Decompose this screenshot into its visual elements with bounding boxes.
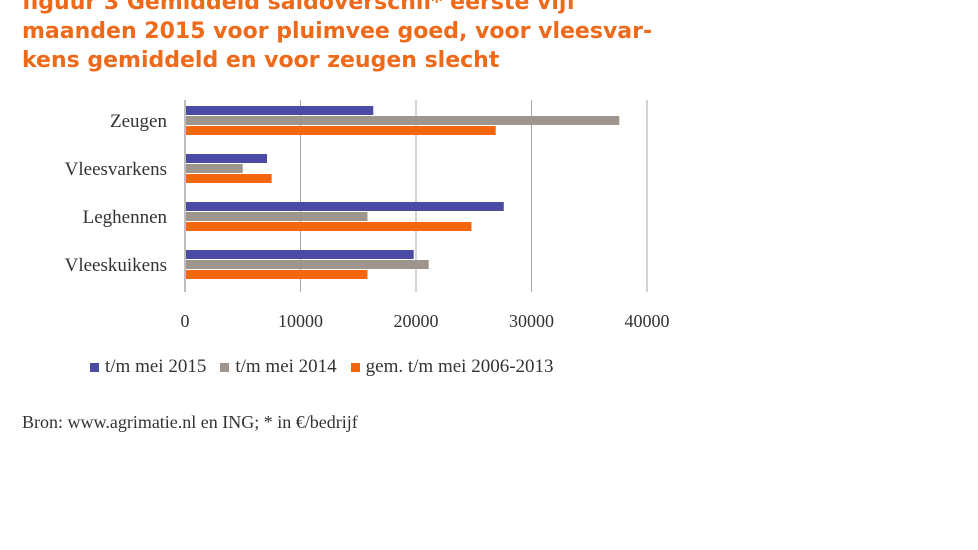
bar-vleeskuikens-0 <box>186 250 414 259</box>
legend-swatch-2014 <box>220 362 230 372</box>
category-label-vleeskuikens: Vleeskuikens <box>65 255 167 276</box>
bar-vleeskuikens-2 <box>186 270 368 279</box>
legend: t/m mei 2015 t/m mei 2014 gem. t/m mei 2… <box>90 356 568 378</box>
x-tick-label-4: 40000 <box>625 311 670 331</box>
chart-title: figuur 3 Gemiddeld saldoverschil* eerste… <box>22 0 722 75</box>
category-label-zeugen: Zeugen <box>110 111 167 132</box>
bar-vleesvarkens-2 <box>186 174 272 183</box>
bar-leghennen-1 <box>186 212 368 221</box>
legend-item-2014: t/m mei 2014 <box>220 356 337 378</box>
category-label-vleesvarkens: Vleesvarkens <box>65 159 167 180</box>
legend-swatch-avg <box>350 362 360 372</box>
category-label-leghennen: Leghennen <box>83 207 168 228</box>
bar-zeugen-0 <box>186 106 374 115</box>
x-tick-label-2: 20000 <box>394 311 439 331</box>
x-tick-label-0: 0 <box>181 311 190 331</box>
bar-vleesvarkens-0 <box>186 154 268 163</box>
title-line-1: figuur 3 Gemiddeld saldoverschil* eerste… <box>22 0 577 15</box>
legend-swatch-2015 <box>90 362 99 372</box>
bar-leghennen-2 <box>186 222 472 231</box>
x-tick-label-3: 30000 <box>509 311 554 331</box>
bar-vleesvarkens-1 <box>186 164 243 173</box>
title-line-2: maanden 2015 voor pluimvee goed, voor vl… <box>22 19 653 44</box>
bar-leghennen-0 <box>186 202 504 211</box>
source-note: Bron: www.agrimatie.nl en ING; * in €/be… <box>22 412 358 432</box>
bar-vleeskuikens-1 <box>186 260 429 269</box>
legend-item-2015: t/m mei 2015 <box>90 356 206 378</box>
legend-label-2015: t/m mei 2015 <box>105 356 207 377</box>
legend-item-avg: gem. t/m mei 2006-2013 <box>350 356 554 378</box>
x-tick-label-1: 10000 <box>278 311 323 331</box>
legend-label-avg: gem. t/m mei 2006-2013 <box>365 356 554 377</box>
bar-zeugen-1 <box>186 116 620 125</box>
title-line-3: kens gemiddeld en voor zeugen slecht <box>22 48 500 73</box>
bar-zeugen-2 <box>186 126 496 135</box>
legend-label-2014: t/m mei 2014 <box>235 356 337 377</box>
